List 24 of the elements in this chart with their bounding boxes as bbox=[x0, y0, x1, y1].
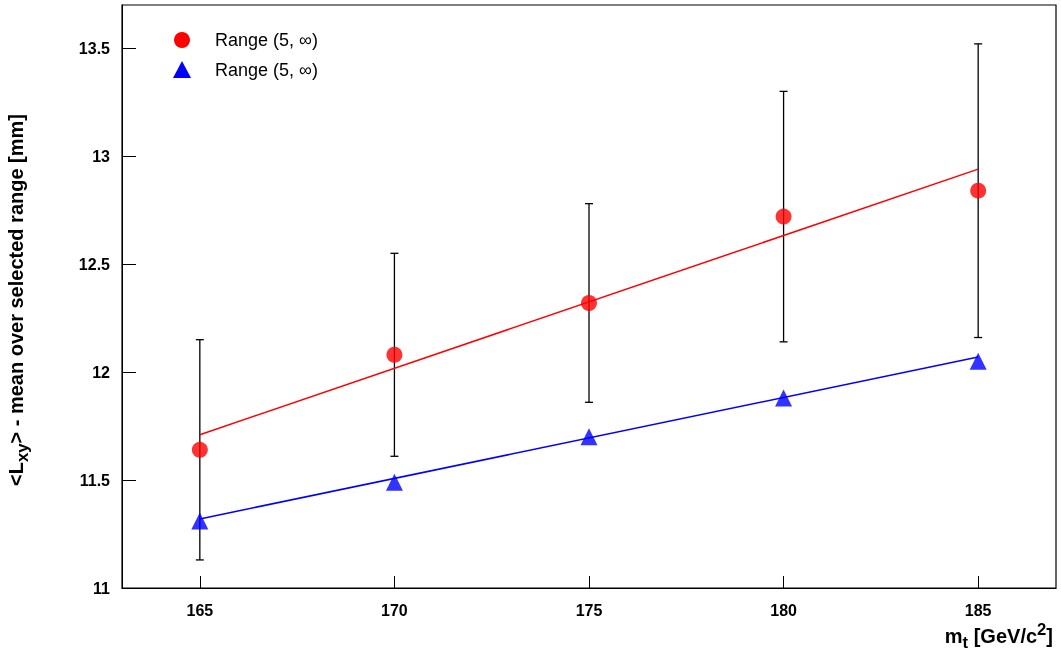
point bbox=[191, 512, 209, 530]
point bbox=[969, 352, 987, 370]
point bbox=[775, 389, 793, 407]
y-tick-label: 11.5 bbox=[79, 471, 111, 489]
point bbox=[581, 294, 597, 311]
x-axis-title: m$_{t}$ [GeV/c$^{2}$] bbox=[944, 620, 1053, 653]
x-tick-label: 170 bbox=[381, 601, 408, 619]
y-tick-label: 13 bbox=[92, 147, 111, 165]
x-tick-label: 185 bbox=[964, 601, 992, 619]
x-tick-label: 175 bbox=[575, 601, 603, 619]
point bbox=[970, 182, 987, 199]
y-tick-label: 12 bbox=[92, 363, 111, 381]
y-tick-label: 13.5 bbox=[78, 39, 111, 57]
y-tick-label: 12.5 bbox=[78, 255, 111, 273]
y-tick-label: 11 bbox=[93, 579, 111, 597]
point bbox=[191, 441, 208, 458]
point bbox=[386, 346, 403, 363]
point bbox=[580, 428, 598, 446]
legend-label: Range (5, ∞) bbox=[215, 30, 318, 50]
legend-label: Range (5, ∞) bbox=[215, 60, 318, 80]
x-tick-label: 180 bbox=[770, 601, 798, 619]
x-tick-label: 165 bbox=[186, 601, 214, 619]
point bbox=[385, 473, 403, 491]
point bbox=[775, 208, 792, 225]
